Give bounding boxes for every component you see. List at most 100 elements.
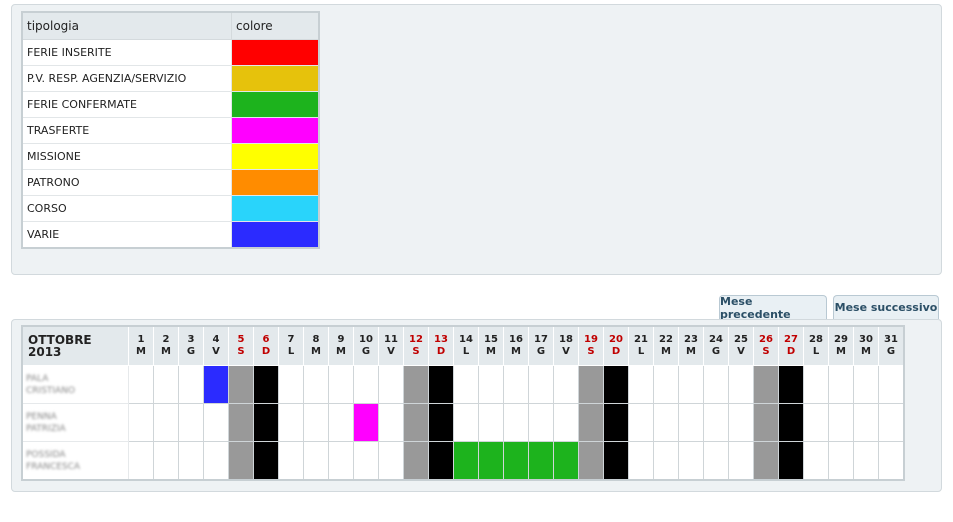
day-cell[interactable] <box>878 403 905 442</box>
day-cell[interactable] <box>628 403 654 442</box>
day-cell[interactable] <box>128 365 154 404</box>
day-cell[interactable] <box>353 441 379 481</box>
day-cell[interactable] <box>378 403 404 442</box>
previous-month-button[interactable]: Mese precedente <box>719 295 827 321</box>
day-number: 24 <box>709 334 723 345</box>
day-cell[interactable] <box>128 441 154 481</box>
day-cell[interactable] <box>603 441 629 481</box>
day-cell[interactable] <box>153 403 179 442</box>
day-cell[interactable] <box>203 403 229 442</box>
day-cell[interactable] <box>828 441 854 481</box>
day-cell[interactable] <box>878 365 905 404</box>
day-cell[interactable] <box>228 403 254 442</box>
day-cell[interactable] <box>778 403 804 442</box>
day-cell[interactable] <box>553 403 579 442</box>
day-cell[interactable] <box>253 365 279 404</box>
day-letter: G <box>536 346 546 357</box>
day-cell[interactable] <box>753 403 779 442</box>
day-cell[interactable] <box>603 403 629 442</box>
employee-name: POSSIDA FRANCESCA <box>21 441 129 481</box>
day-cell[interactable] <box>403 441 429 481</box>
day-cell[interactable] <box>503 403 529 442</box>
day-cell[interactable] <box>728 365 754 404</box>
day-cell[interactable] <box>228 365 254 404</box>
day-cell[interactable] <box>253 403 279 442</box>
day-cell[interactable] <box>803 365 829 404</box>
day-cell[interactable] <box>253 441 279 481</box>
day-cell[interactable] <box>178 365 204 404</box>
day-cell[interactable] <box>528 365 554 404</box>
day-cell[interactable] <box>278 365 304 404</box>
day-cell[interactable] <box>153 365 179 404</box>
day-cell[interactable] <box>328 441 354 481</box>
day-cell[interactable] <box>653 441 679 481</box>
day-cell[interactable] <box>128 403 154 442</box>
day-cell[interactable] <box>428 365 454 404</box>
day-cell[interactable] <box>328 403 354 442</box>
day-cell[interactable] <box>703 441 729 481</box>
day-cell[interactable] <box>828 403 854 442</box>
day-cell[interactable] <box>478 441 504 481</box>
day-cell[interactable] <box>778 441 804 481</box>
day-cell[interactable] <box>553 441 579 481</box>
day-cell[interactable] <box>503 365 529 404</box>
day-cell[interactable] <box>453 365 479 404</box>
day-cell[interactable] <box>478 365 504 404</box>
day-cell[interactable] <box>828 365 854 404</box>
day-cell[interactable] <box>353 365 379 404</box>
day-cell[interactable] <box>553 365 579 404</box>
day-cell[interactable] <box>853 403 879 442</box>
day-cell[interactable] <box>628 441 654 481</box>
day-letter: G <box>186 346 196 357</box>
day-cell[interactable] <box>728 403 754 442</box>
day-cell[interactable] <box>353 403 379 442</box>
day-cell[interactable] <box>778 365 804 404</box>
day-cell[interactable] <box>378 365 404 404</box>
next-month-button[interactable]: Mese successivo <box>833 295 939 319</box>
day-cell[interactable] <box>578 365 604 404</box>
day-cell[interactable] <box>428 403 454 442</box>
day-cell[interactable] <box>853 365 879 404</box>
day-cell[interactable] <box>753 365 779 404</box>
day-cell[interactable] <box>803 403 829 442</box>
day-cell[interactable] <box>853 441 879 481</box>
day-cell[interactable] <box>678 441 704 481</box>
day-cell[interactable] <box>578 403 604 442</box>
day-cell[interactable] <box>728 441 754 481</box>
day-cell[interactable] <box>653 403 679 442</box>
day-header: 20 D <box>603 325 629 366</box>
day-cell[interactable] <box>753 441 779 481</box>
day-cell[interactable] <box>178 441 204 481</box>
day-cell[interactable] <box>403 403 429 442</box>
day-cell[interactable] <box>803 441 829 481</box>
day-cell[interactable] <box>453 441 479 481</box>
day-cell[interactable] <box>403 365 429 404</box>
day-cell[interactable] <box>578 441 604 481</box>
day-cell[interactable] <box>278 403 304 442</box>
day-cell[interactable] <box>528 403 554 442</box>
day-cell[interactable] <box>328 365 354 404</box>
day-cell[interactable] <box>178 403 204 442</box>
day-cell[interactable] <box>228 441 254 481</box>
day-cell[interactable] <box>703 365 729 404</box>
day-cell[interactable] <box>678 365 704 404</box>
day-cell[interactable] <box>628 365 654 404</box>
day-cell[interactable] <box>428 441 454 481</box>
day-cell[interactable] <box>878 441 905 481</box>
day-cell[interactable] <box>528 441 554 481</box>
day-cell[interactable] <box>278 441 304 481</box>
day-cell[interactable] <box>453 403 479 442</box>
day-cell[interactable] <box>653 365 679 404</box>
day-cell[interactable] <box>303 403 329 442</box>
day-cell[interactable] <box>478 403 504 442</box>
day-cell[interactable] <box>603 365 629 404</box>
day-cell[interactable] <box>153 441 179 481</box>
day-cell[interactable] <box>203 365 229 404</box>
day-cell[interactable] <box>503 441 529 481</box>
day-cell[interactable] <box>678 403 704 442</box>
day-cell[interactable] <box>303 365 329 404</box>
day-cell[interactable] <box>203 441 229 481</box>
day-cell[interactable] <box>378 441 404 481</box>
day-cell[interactable] <box>303 441 329 481</box>
day-cell[interactable] <box>703 403 729 442</box>
